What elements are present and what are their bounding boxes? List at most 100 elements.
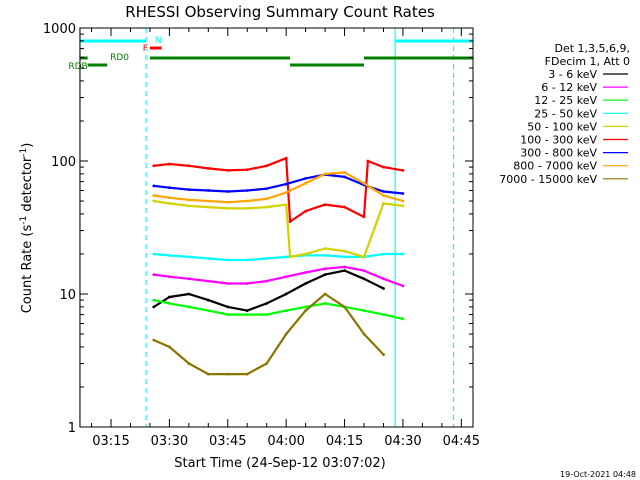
series-3-point-7 bbox=[284, 255, 288, 259]
series-8-point-12 bbox=[382, 353, 385, 356]
x-tick-label-5: 04:30 bbox=[384, 434, 421, 449]
series-2-point-4 bbox=[226, 313, 230, 316]
series-1-point-9 bbox=[323, 267, 327, 271]
y-axis: 1 10 100 1000 bbox=[43, 22, 473, 436]
series-0-point-0 bbox=[152, 305, 156, 309]
series-2-point-5 bbox=[245, 313, 249, 316]
series-3-point-0 bbox=[152, 252, 156, 256]
series-4-point-3 bbox=[206, 205, 210, 209]
chart-title: RHESSI Observing Summary Count Rates bbox=[125, 3, 435, 21]
series-3-point-4 bbox=[226, 258, 230, 262]
series-1-point-0 bbox=[152, 273, 156, 276]
series-7-point-11 bbox=[362, 181, 366, 185]
status-label-rdb: RDB bbox=[68, 62, 87, 72]
series-4-point-11 bbox=[343, 249, 346, 253]
series-1-point-6 bbox=[265, 279, 269, 283]
series-5-point-12 bbox=[362, 215, 366, 219]
series-2-point-7 bbox=[284, 309, 288, 312]
series-0-point-1 bbox=[168, 295, 171, 299]
series-8-point-3 bbox=[206, 372, 210, 376]
series-6-point-2 bbox=[187, 188, 191, 192]
series-1-point-5 bbox=[245, 282, 249, 285]
series-6-point-1 bbox=[168, 186, 171, 190]
series-6-point-8 bbox=[304, 177, 307, 180]
series-3-point-6 bbox=[265, 257, 269, 260]
series-8-point-11 bbox=[362, 332, 366, 336]
series-8-point-9 bbox=[323, 292, 327, 296]
legend-label-2: 12 - 25 keV bbox=[534, 94, 597, 107]
legend-label-3: 25 - 50 keV bbox=[534, 107, 597, 120]
x-tick-label-3: 04:00 bbox=[267, 434, 304, 449]
series-5-point-10 bbox=[323, 203, 327, 207]
series-7-point-2 bbox=[187, 198, 191, 202]
legend-label-6: 300 - 800 keV bbox=[520, 147, 597, 160]
series-5-point-0 bbox=[152, 164, 156, 168]
series-3-point-12 bbox=[382, 252, 385, 256]
series-line-5 bbox=[153, 157, 404, 223]
y-axis-label-sup-1: -1 bbox=[19, 216, 29, 225]
series-7-point-1 bbox=[168, 196, 171, 200]
series-8-point-2 bbox=[187, 362, 191, 365]
y-tick-label-0: 1 bbox=[68, 421, 76, 436]
y-tick-label-2: 100 bbox=[51, 155, 76, 170]
series-6-point-13 bbox=[401, 192, 405, 195]
series-1-point-13 bbox=[401, 284, 405, 288]
series-5-point-4 bbox=[226, 169, 230, 172]
series-2-point-9 bbox=[323, 302, 327, 305]
series-0-point-11 bbox=[362, 277, 366, 281]
series-5-point-11 bbox=[343, 205, 346, 209]
series-0-point-9 bbox=[323, 273, 327, 276]
series-1-point-2 bbox=[187, 277, 191, 281]
series-6-point-6 bbox=[265, 187, 269, 191]
series-8-point-0 bbox=[152, 338, 156, 342]
series-5-point-1 bbox=[168, 162, 171, 166]
series-7-point-4 bbox=[226, 200, 230, 204]
series-8-point-5 bbox=[245, 372, 249, 376]
series-6-point-10 bbox=[343, 175, 346, 179]
series-7-point-13 bbox=[401, 199, 405, 203]
legend-label-5: 100 - 300 keV bbox=[520, 134, 597, 147]
series-line-2 bbox=[153, 299, 404, 320]
x-tick-label-1: 03:30 bbox=[151, 434, 188, 449]
series-0-point-12 bbox=[382, 287, 385, 290]
series-4-point-5 bbox=[245, 207, 249, 210]
series-0-point-7 bbox=[284, 292, 288, 296]
plot-frame bbox=[79, 27, 474, 428]
legend-label-0: 3 - 6 keV bbox=[548, 68, 597, 81]
series-8-point-10 bbox=[343, 305, 346, 309]
legend-label-7: 800 - 7000 keV bbox=[513, 160, 597, 173]
series-7-point-3 bbox=[206, 199, 210, 203]
series-5-point-14 bbox=[382, 165, 385, 169]
series-5-point-6 bbox=[265, 164, 269, 168]
plot-area: NF RD0 RDB bbox=[68, 28, 473, 427]
y-tick-label-1: 10 bbox=[59, 288, 76, 303]
series-0-point-5 bbox=[245, 309, 249, 312]
series-2-point-11 bbox=[362, 309, 366, 312]
series-0-point-8 bbox=[304, 282, 307, 285]
series-2-point-13 bbox=[401, 317, 405, 321]
series-5-point-8 bbox=[288, 220, 292, 224]
series-1-point-1 bbox=[168, 275, 171, 279]
series-3-point-5 bbox=[245, 258, 249, 262]
series-1-point-7 bbox=[284, 275, 288, 279]
status-label-rd0: RD0 bbox=[110, 53, 129, 63]
series-1-point-11 bbox=[362, 269, 366, 272]
series-2-point-12 bbox=[382, 313, 385, 316]
series-7-point-10 bbox=[343, 171, 346, 174]
series-3-point-2 bbox=[187, 255, 191, 259]
legend-header-line-2: FDecim 1, Att 0 bbox=[545, 55, 630, 68]
series-5-point-7 bbox=[284, 156, 288, 160]
series-4-point-9 bbox=[304, 252, 307, 256]
series-3-point-10 bbox=[343, 255, 346, 259]
series-4-point-10 bbox=[323, 247, 327, 250]
series-4-point-1 bbox=[168, 202, 171, 205]
series-3-point-3 bbox=[206, 257, 210, 260]
series-8-point-8 bbox=[304, 309, 307, 312]
y-tick-label-3: 1000 bbox=[43, 22, 76, 37]
series-4-point-8 bbox=[288, 255, 292, 259]
y-axis-label-mid: detector bbox=[20, 156, 35, 216]
x-tick-label-4: 04:15 bbox=[326, 434, 363, 449]
series-2-point-0 bbox=[152, 298, 156, 302]
series-3-point-13 bbox=[401, 252, 405, 256]
series-0-point-10 bbox=[343, 269, 346, 272]
